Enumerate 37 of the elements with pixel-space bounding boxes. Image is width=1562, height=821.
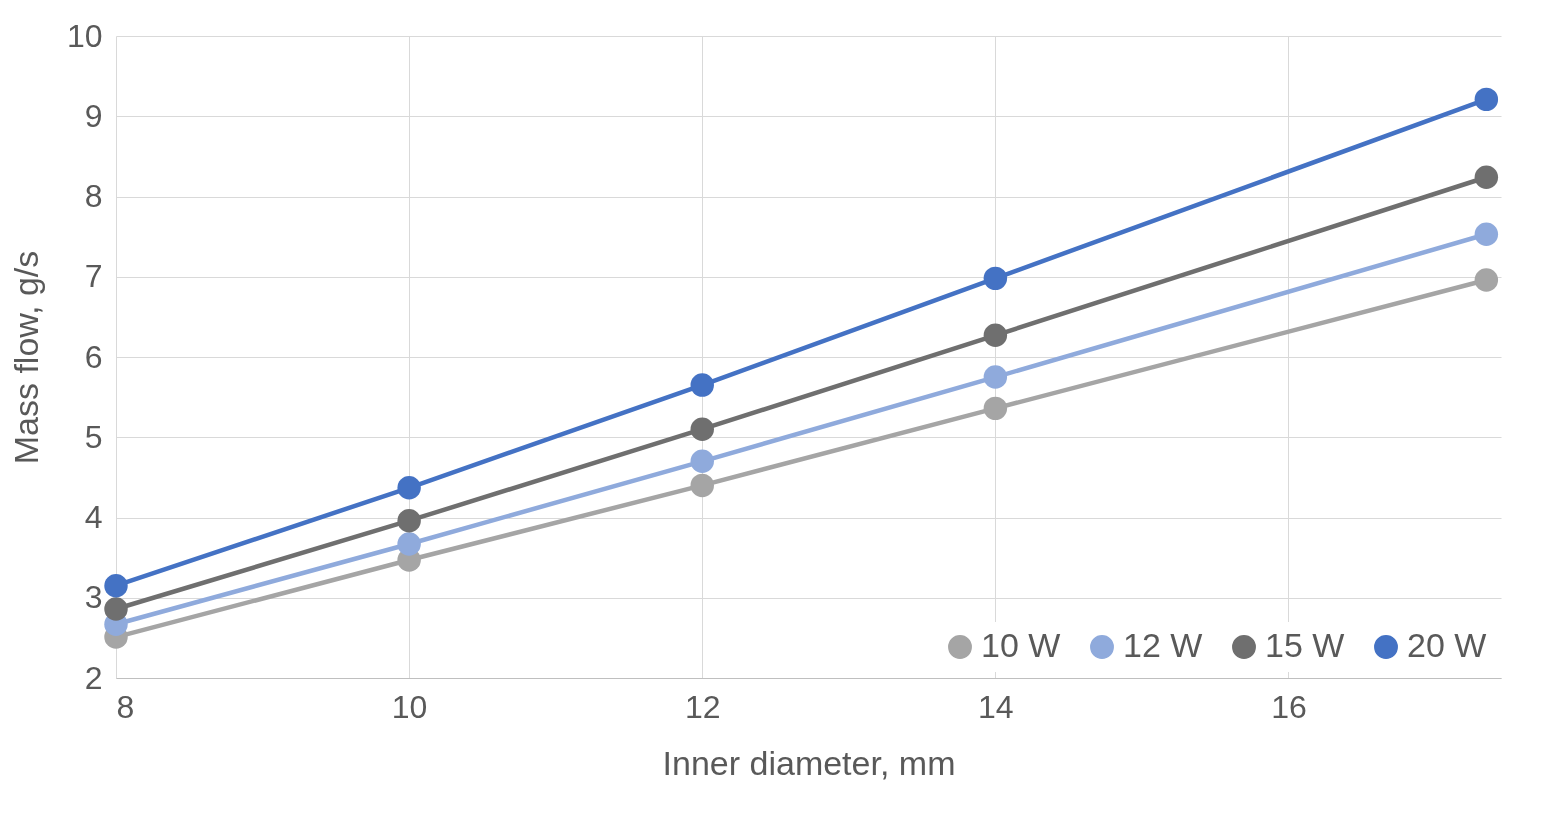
- point: [1474, 165, 1499, 189]
- point: [1474, 268, 1499, 292]
- point: [1474, 87, 1499, 112]
- legend-label: 20 W: [1407, 626, 1487, 664]
- legend-label: 15 W: [1265, 626, 1345, 664]
- point: [690, 417, 714, 441]
- point: [397, 509, 421, 533]
- x-tick-label: 8: [116, 688, 135, 725]
- y-tick-label: 10: [66, 17, 103, 54]
- point: [1474, 222, 1499, 246]
- point: [104, 574, 128, 598]
- y-tick-label: 2: [84, 659, 103, 696]
- y-axis-title: Mass flow, g/s: [6, 250, 45, 465]
- point: [104, 597, 128, 621]
- point: [690, 373, 714, 397]
- y-tick-label: 6: [84, 338, 103, 375]
- point: [690, 449, 714, 474]
- point: [983, 365, 1008, 389]
- x-tick-label: 16: [1271, 688, 1307, 725]
- point: [397, 532, 421, 556]
- point: [690, 473, 714, 498]
- point: [983, 396, 1008, 421]
- x-tick-label: 10: [391, 688, 428, 725]
- y-tick-label: 4: [84, 499, 103, 535]
- point: [397, 476, 421, 500]
- point: [983, 266, 1008, 291]
- x-axis-title: Inner diameter, mm: [662, 743, 956, 782]
- y-tick-label: 5: [84, 418, 103, 455]
- x-tick-label: 14: [978, 688, 1014, 725]
- y-tick-label: 9: [84, 97, 103, 134]
- y-tick-label: 8: [84, 178, 103, 214]
- x-tick-label: 12: [684, 688, 721, 725]
- y-tick-label: 3: [84, 579, 103, 616]
- legend-label: 10 W: [981, 626, 1061, 664]
- legend-label: 12 W: [1123, 626, 1203, 664]
- y-tick-label: 7: [84, 258, 103, 295]
- point: [983, 323, 1008, 348]
